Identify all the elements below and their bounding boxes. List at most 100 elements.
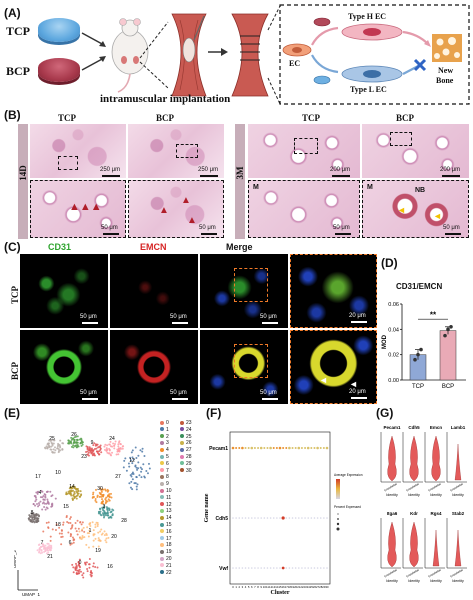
e-umap-cell bbox=[107, 536, 110, 539]
e-umap-cell bbox=[58, 532, 61, 535]
e-umap-cell bbox=[106, 444, 109, 447]
e-umap-cell bbox=[109, 492, 112, 495]
e-cluster-label: 17 bbox=[35, 474, 41, 480]
e-umap-cell bbox=[33, 518, 36, 521]
c-cd31-title: CD31 bbox=[48, 242, 72, 252]
f-dot bbox=[266, 517, 269, 519]
d-x-tick-label: BCP bbox=[442, 384, 454, 390]
e-umap-cell bbox=[81, 536, 84, 539]
b-3m-bcp-overview: 200 μm bbox=[362, 124, 469, 178]
e-umap-cell bbox=[48, 445, 51, 448]
f-cluster-tick: 18 bbox=[288, 585, 292, 589]
e-cluster-label: 25 bbox=[49, 436, 55, 442]
e-umap-cell bbox=[101, 506, 104, 509]
e-umap-cell bbox=[52, 439, 55, 442]
e-umap-cell bbox=[140, 468, 143, 471]
e-cluster-label: 9 bbox=[91, 440, 94, 446]
e-umap-cell bbox=[66, 520, 69, 523]
e-umap-cell bbox=[60, 535, 63, 538]
f-cluster-tick: 26 bbox=[313, 585, 317, 589]
f-legend2-title: Percent Expressed bbox=[334, 505, 361, 509]
e-legend-item: 28 bbox=[180, 454, 192, 460]
e-legend-item: 30 bbox=[180, 468, 192, 474]
e-umap-cell bbox=[88, 532, 91, 535]
e-umap-cell bbox=[91, 521, 94, 524]
e-umap-cell bbox=[111, 514, 114, 517]
e-umap-cell bbox=[88, 566, 91, 569]
e-umap-cell bbox=[95, 501, 98, 504]
f-size-legend-dot bbox=[337, 513, 339, 515]
e-umap-cell bbox=[101, 501, 104, 504]
e-legend-item: 6 bbox=[160, 461, 169, 467]
g-x-axis-label: Identity bbox=[430, 493, 442, 497]
f-cluster-tick: 15 bbox=[278, 585, 282, 589]
e-umap-cell bbox=[42, 498, 45, 501]
e-umap-cell bbox=[104, 514, 107, 517]
e-umap-cell bbox=[61, 448, 64, 451]
f-dot bbox=[260, 517, 262, 519]
e-umap-cell bbox=[47, 545, 50, 548]
e-umap-cell bbox=[53, 451, 56, 454]
e-umap-cell bbox=[37, 505, 40, 508]
e-umap-cell bbox=[69, 440, 72, 443]
e-umap-cell bbox=[96, 566, 99, 569]
e-legend-item: 3 bbox=[160, 440, 169, 446]
e-umap-cell bbox=[105, 537, 108, 540]
f-dot bbox=[247, 517, 250, 519]
g-violin-shape bbox=[409, 521, 419, 568]
e-umap-cell bbox=[51, 528, 54, 531]
f-dot bbox=[232, 567, 234, 569]
e-umap-cell bbox=[74, 522, 77, 525]
f-dot bbox=[244, 517, 247, 519]
f-color-scale bbox=[336, 479, 340, 499]
e-umap-cell bbox=[106, 509, 109, 512]
e-cluster-label: 20 bbox=[111, 534, 117, 540]
f-dot bbox=[260, 567, 262, 569]
e-umap-cell bbox=[88, 529, 91, 532]
b-3m-tcp-zoom: M 50 μm bbox=[248, 180, 360, 238]
e-umap-cell bbox=[46, 498, 49, 501]
f-dot bbox=[322, 447, 325, 449]
e-umap-cell bbox=[113, 444, 116, 447]
e-umap-cell bbox=[71, 524, 74, 527]
e-umap-cell bbox=[143, 476, 146, 479]
e-umap-cell bbox=[85, 451, 88, 454]
e-umap-cell bbox=[96, 525, 99, 528]
e-umap-cell bbox=[49, 548, 52, 551]
b-3m-bcp-zoom: M NB ◄ ◄ 50 μm bbox=[362, 180, 469, 238]
f-dot bbox=[313, 517, 316, 519]
e-umap-cell bbox=[130, 480, 133, 483]
f-dot bbox=[316, 517, 319, 519]
e-umap-cell bbox=[101, 532, 104, 535]
f-dot bbox=[247, 447, 250, 449]
f-cluster-tick: 11 bbox=[266, 585, 269, 589]
e-cluster-label: 30 bbox=[97, 486, 103, 492]
e-umap-cell bbox=[78, 564, 81, 567]
e-umap-cell bbox=[99, 449, 102, 452]
e-umap-cell bbox=[70, 542, 73, 545]
e-umap-cell bbox=[79, 536, 82, 539]
e-umap-cell bbox=[148, 467, 151, 470]
e-umap-cell bbox=[72, 441, 75, 444]
f-cluster-tick: 12 bbox=[269, 585, 273, 589]
e-umap-cell bbox=[44, 496, 47, 499]
e-umap-cell bbox=[99, 444, 102, 447]
e-umap-cell bbox=[91, 496, 94, 499]
e-umap-cell bbox=[135, 466, 138, 469]
e-umap-cell bbox=[128, 482, 131, 485]
e-umap-cell bbox=[90, 449, 93, 452]
implant-label: intramuscular implantation bbox=[100, 93, 231, 105]
e-umap-cell bbox=[97, 446, 100, 449]
e-umap-cell bbox=[75, 490, 78, 493]
g-violin-shape bbox=[454, 443, 462, 481]
bcp-disc-icon bbox=[38, 58, 80, 82]
b-14d-bcp-overview: 250 μm bbox=[128, 124, 224, 178]
e-umap-cell bbox=[100, 490, 103, 493]
g-x-tick-label: Endothelial bbox=[384, 568, 398, 579]
e-umap-cell bbox=[38, 543, 41, 546]
e-umap-cell bbox=[77, 562, 80, 565]
e-umap-cell bbox=[130, 475, 133, 478]
e-y-axis-label: UMAP_2 bbox=[14, 549, 17, 568]
e-umap-cell bbox=[73, 490, 76, 493]
e-umap-cell bbox=[82, 572, 85, 575]
